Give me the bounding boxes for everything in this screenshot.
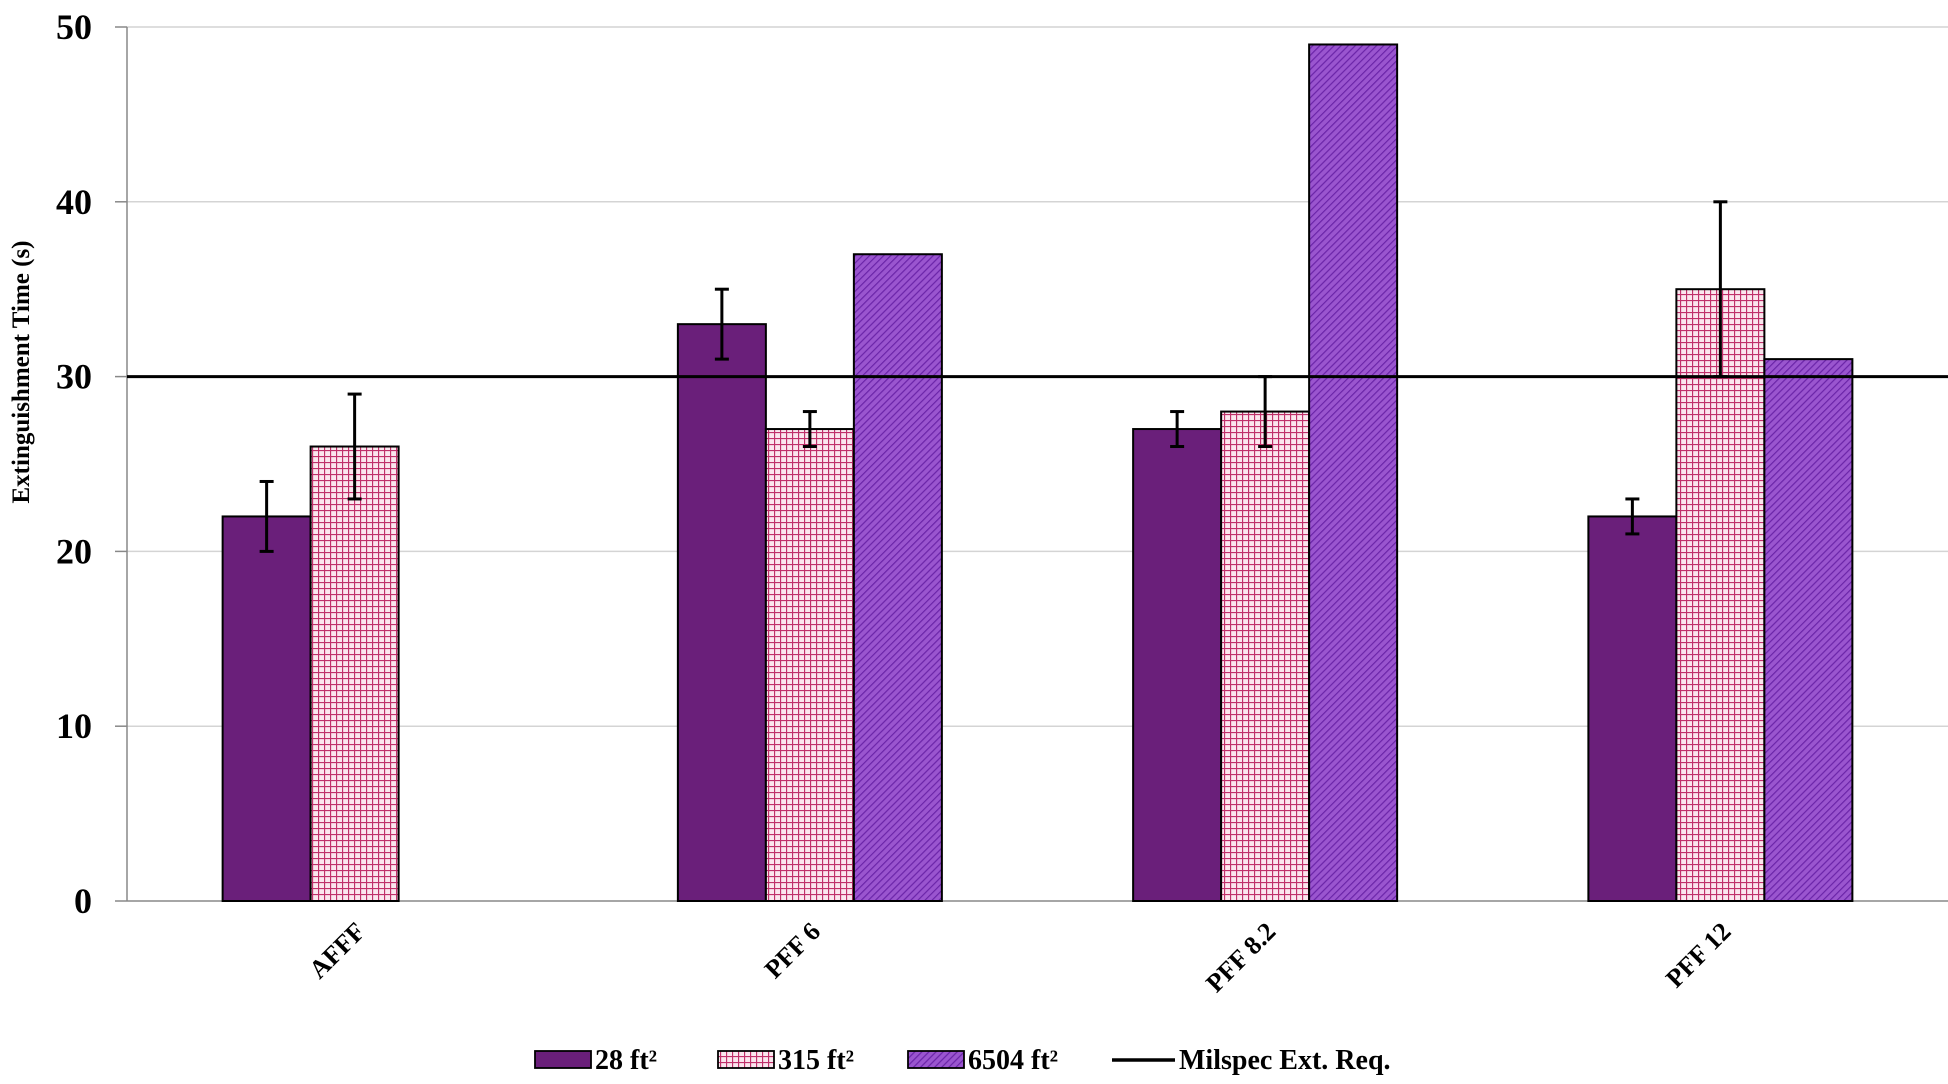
- bar-pff-6-series-1: [678, 324, 766, 901]
- bar-pff-12-series-3: [1764, 359, 1852, 901]
- bar-pff-8-2-series-2: [1221, 412, 1309, 901]
- legend-label: 6504 ft²: [968, 1045, 1058, 1076]
- bars: [223, 44, 1853, 901]
- y-tick-label: 40: [56, 182, 92, 222]
- y-tick-label: 20: [56, 531, 92, 571]
- x-category-labels: AFFF PFF 6 PFF 8.2 PFF 12: [303, 917, 1736, 998]
- legend-swatch: [535, 1051, 591, 1068]
- bar-pff-8-2-series-3: [1309, 44, 1397, 901]
- y-tick-labels: 0 10 20 30 40 50: [56, 7, 92, 921]
- bar-afff-series-2: [311, 447, 399, 901]
- y-tick-label: 30: [56, 357, 92, 397]
- bar-pff-6-series-2: [766, 429, 854, 901]
- legend-label: 28 ft²: [595, 1045, 657, 1076]
- bar-pff-12-series-1: [1588, 516, 1676, 901]
- y-axis-title: Extinguishment Time (s): [8, 240, 35, 503]
- legend-swatch: [718, 1051, 774, 1068]
- x-category-label: PFF 12: [1660, 917, 1737, 994]
- x-category-label: PFF 8.2: [1200, 917, 1281, 998]
- legend-label: 315 ft²: [778, 1045, 854, 1076]
- x-category-label: AFFF: [303, 917, 370, 984]
- y-tick-label: 0: [74, 881, 92, 921]
- y-tick-label: 50: [56, 7, 92, 47]
- legend: 28 ft² 315 ft² 6504 ft² Milspec Ext. Req.: [535, 1045, 1391, 1076]
- bar-pff-6-series-3: [854, 254, 942, 901]
- bar-pff-8-2-series-1: [1133, 429, 1221, 901]
- y-tick-label: 10: [56, 706, 92, 746]
- legend-swatch: [908, 1051, 964, 1068]
- legend-label: Milspec Ext. Req.: [1179, 1045, 1391, 1076]
- x-category-label: PFF 6: [759, 917, 826, 984]
- bar-pff-12-series-2: [1676, 289, 1764, 901]
- bar-afff-series-1: [223, 516, 311, 901]
